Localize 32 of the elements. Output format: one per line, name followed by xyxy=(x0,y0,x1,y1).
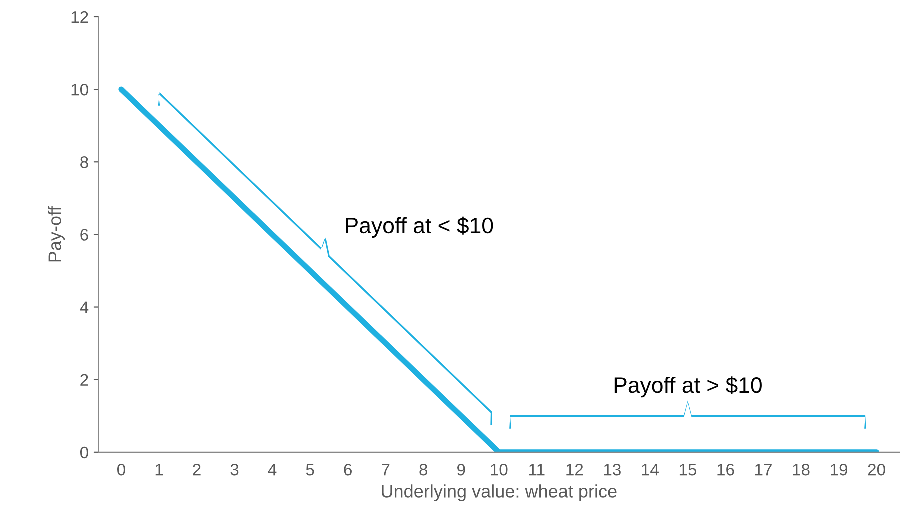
x-tick-label: 18 xyxy=(793,464,810,476)
x-tick-label: 3 xyxy=(230,464,239,476)
annotation: Payoff at < $10 xyxy=(346,216,494,238)
x-tick-label: 1 xyxy=(156,464,164,476)
y-tick-label: 10 xyxy=(72,84,88,96)
x-tick-label: 7 xyxy=(382,464,390,476)
y-tick-label: 8 xyxy=(80,156,88,168)
x-tick-label: 10 xyxy=(491,464,508,476)
x-axis-title: Underlying value: wheat price xyxy=(382,484,617,502)
x-tick-label: 5 xyxy=(306,464,314,476)
x-tick-label: 19 xyxy=(831,464,848,476)
annotation: Payoff at > $10 xyxy=(614,376,762,398)
x-tick-label: 0 xyxy=(117,464,126,476)
y-tick-label: 6 xyxy=(80,229,88,241)
y-tick-label: 4 xyxy=(80,302,89,314)
x-tick-label: 15 xyxy=(680,464,697,476)
x-tick-label: 9 xyxy=(458,464,466,476)
x-tick-label: 16 xyxy=(718,464,734,476)
x-tick-label: 13 xyxy=(604,464,621,476)
x-tick-label: 4 xyxy=(268,464,277,476)
x-tick-label: 20 xyxy=(868,464,886,476)
y-axis-title: Pay-off xyxy=(48,206,66,262)
x-tick-label: 8 xyxy=(420,464,428,476)
y-tick-label: 2 xyxy=(80,374,88,386)
x-tick-label: 2 xyxy=(193,464,201,476)
y-tick-label: 0 xyxy=(80,446,88,459)
x-tick-label: 12 xyxy=(566,464,584,476)
x-tick-label: 11 xyxy=(530,464,545,476)
x-tick-label: 17 xyxy=(755,464,772,476)
x-tick-label: 14 xyxy=(642,464,659,476)
y-tick-label: 12 xyxy=(72,11,88,24)
x-tick-label: 6 xyxy=(344,464,352,476)
